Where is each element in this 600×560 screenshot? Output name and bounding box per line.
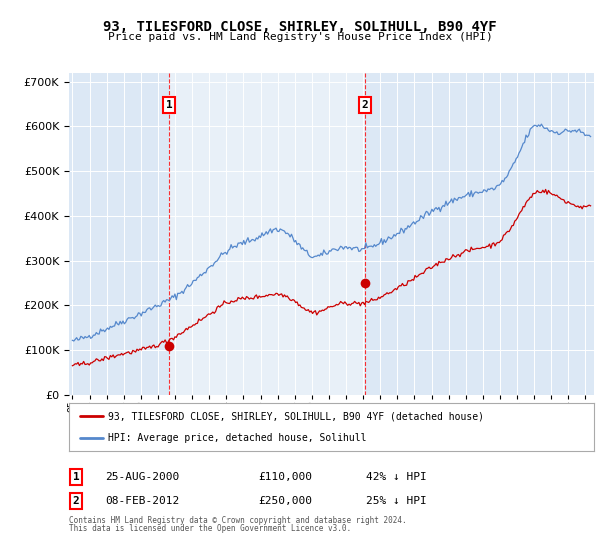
Text: 1: 1	[73, 472, 80, 482]
Text: 2: 2	[361, 100, 368, 110]
Text: £250,000: £250,000	[258, 496, 312, 506]
Bar	[169, 73, 365, 395]
Text: £110,000: £110,000	[258, 472, 312, 482]
Text: HPI: Average price, detached house, Solihull: HPI: Average price, detached house, Soli…	[109, 433, 367, 443]
Text: 25% ↓ HPI: 25% ↓ HPI	[366, 496, 427, 506]
Text: Contains HM Land Registry data © Crown copyright and database right 2024.: Contains HM Land Registry data © Crown c…	[69, 516, 407, 525]
Text: This data is licensed under the Open Government Licence v3.0.: This data is licensed under the Open Gov…	[69, 524, 351, 533]
Text: 42% ↓ HPI: 42% ↓ HPI	[366, 472, 427, 482]
Text: 93, TILESFORD CLOSE, SHIRLEY, SOLIHULL, B90 4YF (detached house): 93, TILESFORD CLOSE, SHIRLEY, SOLIHULL, …	[109, 411, 484, 421]
Text: Price paid vs. HM Land Registry's House Price Index (HPI): Price paid vs. HM Land Registry's House …	[107, 32, 493, 43]
Text: 93, TILESFORD CLOSE, SHIRLEY, SOLIHULL, B90 4YF: 93, TILESFORD CLOSE, SHIRLEY, SOLIHULL, …	[103, 20, 497, 34]
Text: 2: 2	[73, 496, 80, 506]
Text: 25-AUG-2000: 25-AUG-2000	[105, 472, 179, 482]
Text: 08-FEB-2012: 08-FEB-2012	[105, 496, 179, 506]
Text: 1: 1	[166, 100, 172, 110]
